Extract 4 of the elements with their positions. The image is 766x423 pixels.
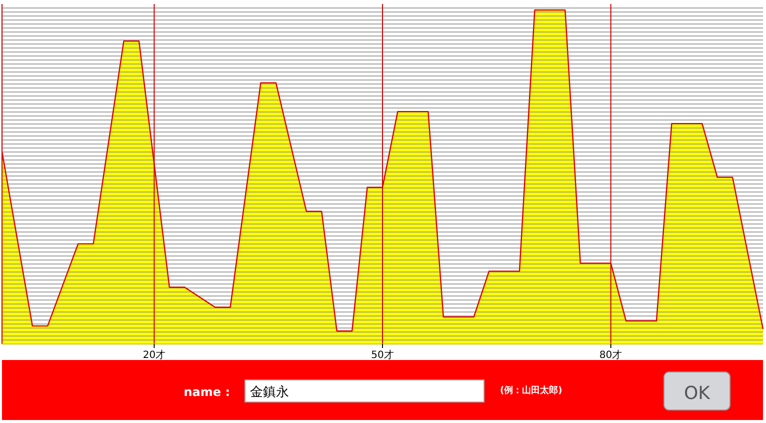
x-tick-label: 80才 [599, 349, 622, 361]
x-tick-label: 20才 [142, 349, 166, 361]
form: name : 金鎮永 (例：山田太郎) OK [2, 360, 763, 420]
x-tick-label: 50才 [371, 349, 394, 361]
